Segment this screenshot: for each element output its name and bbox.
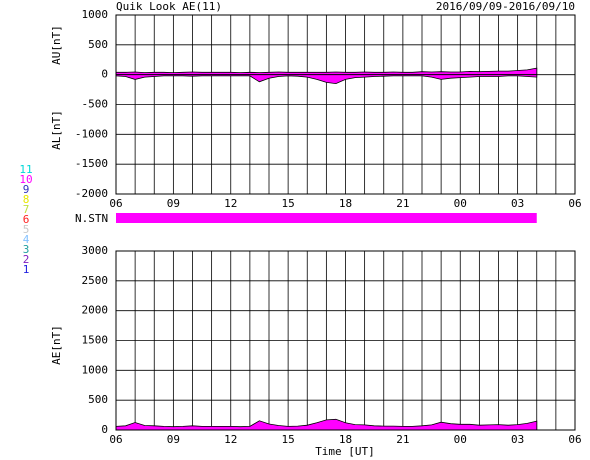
x-tick-label: 00: [454, 433, 467, 446]
y-tick-label: 500: [88, 393, 108, 406]
y-tick-label: 3000: [82, 244, 109, 257]
y-tick-label: 1500: [82, 334, 109, 347]
y-tick-label: 0: [101, 423, 108, 436]
x-tick-label: 18: [339, 433, 352, 446]
station-legend-item: 6: [23, 213, 30, 226]
y-axis-label: AU[nT]: [50, 25, 63, 65]
y-tick-label: 0: [101, 68, 108, 81]
x-tick-label: 06: [568, 197, 581, 210]
station-legend-item: 11: [19, 163, 32, 176]
x-tick-label: 15: [282, 197, 295, 210]
plot-frame: [115, 14, 576, 195]
y-axis-label: AL[nT]: [50, 110, 63, 150]
y-tick-label: 2000: [82, 304, 109, 317]
x-tick-label: 18: [339, 197, 352, 210]
chart-title: Quik Look AE(11): [116, 0, 222, 13]
area: [115, 67, 538, 76]
y-tick-label: 2500: [82, 274, 109, 287]
y-tick-label: -2000: [75, 187, 108, 200]
x-tick-label: 00: [454, 197, 467, 210]
station-legend-item: 7: [23, 203, 30, 216]
station-legend-item: 8: [23, 193, 30, 206]
area: [115, 74, 538, 85]
y-axis-label: AE[nT]: [50, 325, 63, 365]
plot-frame: [115, 250, 576, 431]
x-tick-label: 06: [568, 433, 581, 446]
station-legend-item: 5: [23, 223, 30, 236]
station-legend-item: 9: [23, 183, 30, 196]
date-range: 2016/09/09-2016/09/10: [436, 0, 575, 13]
station-legend-item: 4: [23, 233, 30, 246]
x-tick-label: 15: [282, 433, 295, 446]
x-tick-label: 12: [224, 433, 237, 446]
x-tick-label: 09: [167, 433, 180, 446]
x-tick-label: 06: [109, 197, 122, 210]
station-legend-item: 2: [23, 253, 30, 266]
x-tick-label: 12: [224, 197, 237, 210]
area: [115, 418, 538, 431]
y-tick-label: 1000: [82, 8, 109, 21]
y-tick-label: 1000: [82, 363, 109, 376]
station-bar: [116, 213, 537, 223]
x-tick-label: 03: [511, 433, 524, 446]
x-tick-label: 06: [109, 433, 122, 446]
y-tick-label: -1500: [75, 157, 108, 170]
station-label: N.STN: [75, 212, 108, 225]
x-tick-label: 03: [511, 197, 524, 210]
station-legend-item: 10: [19, 173, 32, 186]
station-legend-item: 3: [23, 243, 30, 256]
station-legend-item: 1: [23, 263, 30, 276]
x-tick-label: 21: [396, 197, 409, 210]
x-tick-label: 09: [167, 197, 180, 210]
x-axis-label: Time [UT]: [315, 445, 375, 458]
y-tick-label: -500: [82, 98, 109, 111]
x-tick-label: 21: [396, 433, 409, 446]
y-tick-label: -1000: [75, 127, 108, 140]
y-tick-label: 500: [88, 38, 108, 51]
